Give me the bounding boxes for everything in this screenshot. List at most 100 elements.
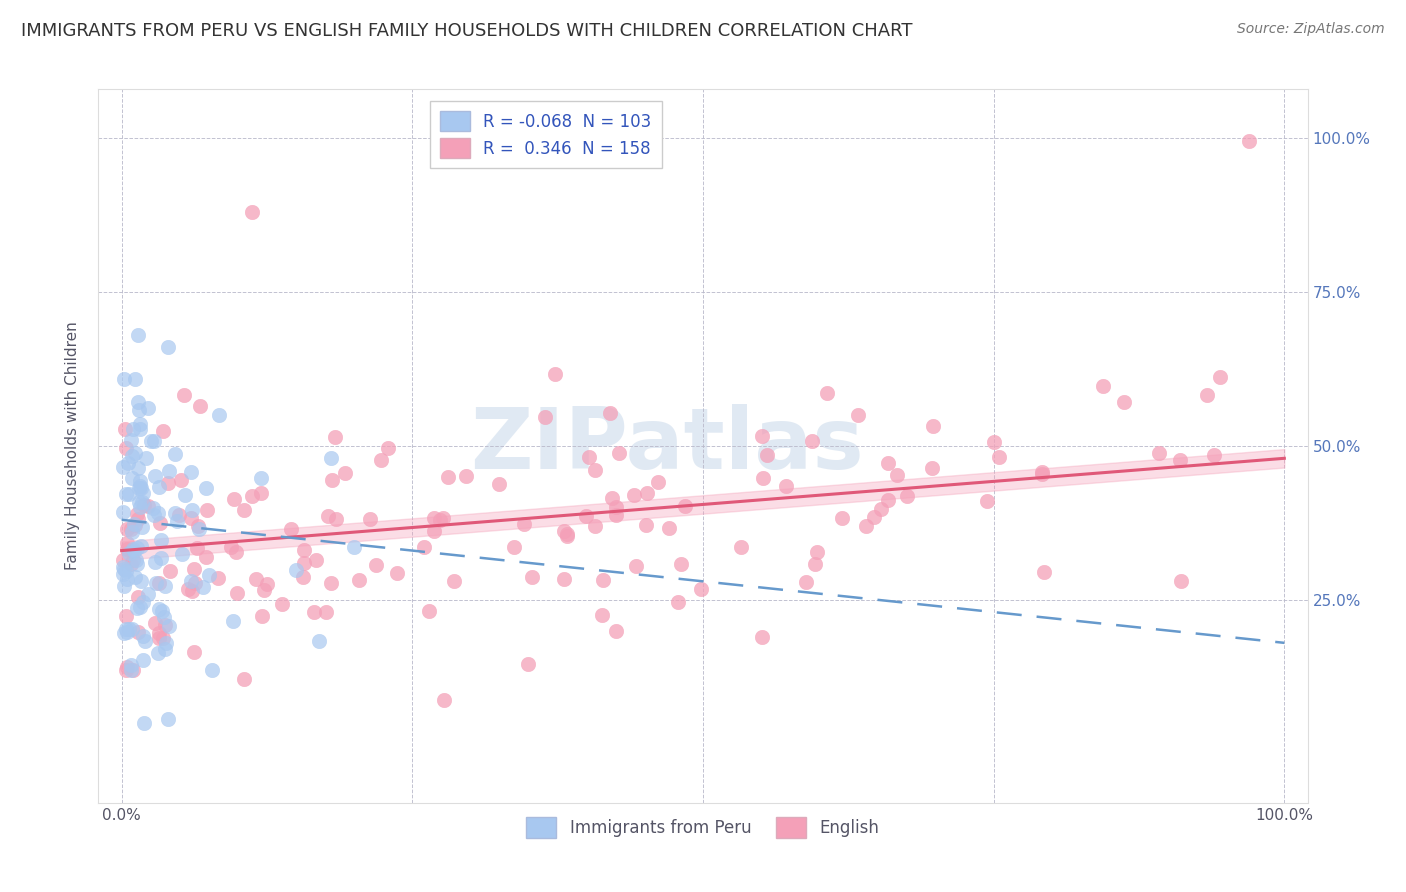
Point <box>132 486 155 500</box>
Point <box>233 672 256 686</box>
Point <box>544 367 567 381</box>
Point <box>121 524 143 539</box>
Point <box>129 481 152 495</box>
Point <box>187 519 209 533</box>
Point <box>1209 370 1232 384</box>
Point <box>148 506 170 520</box>
Point <box>831 511 853 525</box>
Point <box>127 512 149 526</box>
Point <box>195 481 218 495</box>
Point <box>128 422 150 436</box>
Point <box>129 417 152 431</box>
Point <box>364 558 387 573</box>
Point <box>135 451 157 466</box>
Point <box>118 486 141 500</box>
Text: Source: ZipAtlas.com: Source: ZipAtlas.com <box>1237 22 1385 37</box>
Point <box>226 586 249 600</box>
Point <box>143 616 166 631</box>
Point <box>534 410 557 425</box>
Point <box>752 471 775 485</box>
Point <box>751 429 773 443</box>
Point <box>636 517 658 532</box>
Point <box>377 441 399 455</box>
Point <box>114 626 136 640</box>
Point <box>794 575 817 590</box>
Point <box>129 479 152 493</box>
Point <box>129 574 152 589</box>
Point <box>129 474 152 488</box>
Point <box>423 524 446 538</box>
Point <box>221 614 243 628</box>
Point <box>308 633 330 648</box>
Point <box>198 567 221 582</box>
Point <box>128 402 150 417</box>
Point <box>755 448 778 462</box>
Point <box>136 499 159 513</box>
Point <box>180 465 202 479</box>
Point <box>120 663 142 677</box>
Point <box>302 605 325 619</box>
Point <box>305 553 328 567</box>
Point <box>256 577 278 591</box>
Point <box>183 645 205 659</box>
Point <box>623 488 645 502</box>
Point <box>605 624 627 638</box>
Point <box>143 469 166 483</box>
Point <box>111 504 134 518</box>
Point <box>120 522 142 536</box>
Point <box>127 590 149 604</box>
Point <box>751 630 773 644</box>
Point <box>172 548 194 562</box>
Point <box>195 503 218 517</box>
Point <box>111 552 134 566</box>
Text: IMMIGRANTS FROM PERU VS ENGLISH FAMILY HOUSEHOLDS WITH CHILDREN CORRELATION CHAR: IMMIGRANTS FROM PERU VS ENGLISH FAMILY H… <box>21 22 912 40</box>
Point <box>115 609 138 624</box>
Point <box>127 541 149 555</box>
Point <box>321 473 343 487</box>
Point <box>174 488 197 502</box>
Point <box>1032 565 1054 579</box>
Point <box>253 583 276 598</box>
Point <box>250 608 273 623</box>
Point <box>112 579 135 593</box>
Point <box>149 550 172 565</box>
Point <box>208 408 231 422</box>
Point <box>153 642 176 657</box>
Point <box>122 517 145 532</box>
Point <box>131 520 153 534</box>
Point <box>153 610 176 624</box>
Point <box>111 566 134 581</box>
Point <box>325 430 347 444</box>
Point <box>122 663 145 677</box>
Point <box>166 515 188 529</box>
Point <box>647 475 669 490</box>
Point <box>1195 387 1218 401</box>
Point <box>127 624 149 639</box>
Point <box>690 582 713 596</box>
Point <box>896 489 918 503</box>
Point <box>555 528 578 542</box>
Point <box>602 491 624 506</box>
Point <box>143 434 166 448</box>
Point <box>250 471 273 485</box>
Point <box>173 388 195 402</box>
Point <box>122 422 145 436</box>
Point <box>128 500 150 515</box>
Point <box>886 468 908 483</box>
Point <box>315 605 337 619</box>
Point <box>156 713 179 727</box>
Point <box>145 575 167 590</box>
Point <box>142 501 165 516</box>
Point <box>976 493 998 508</box>
Point <box>319 575 342 590</box>
Point <box>121 543 143 558</box>
Point <box>1170 574 1192 588</box>
Point <box>127 328 149 343</box>
Point <box>125 508 148 522</box>
Point <box>855 519 877 533</box>
Point <box>359 512 381 526</box>
Point <box>124 517 146 532</box>
Point <box>370 453 392 467</box>
Point <box>240 489 263 503</box>
Point <box>148 602 170 616</box>
